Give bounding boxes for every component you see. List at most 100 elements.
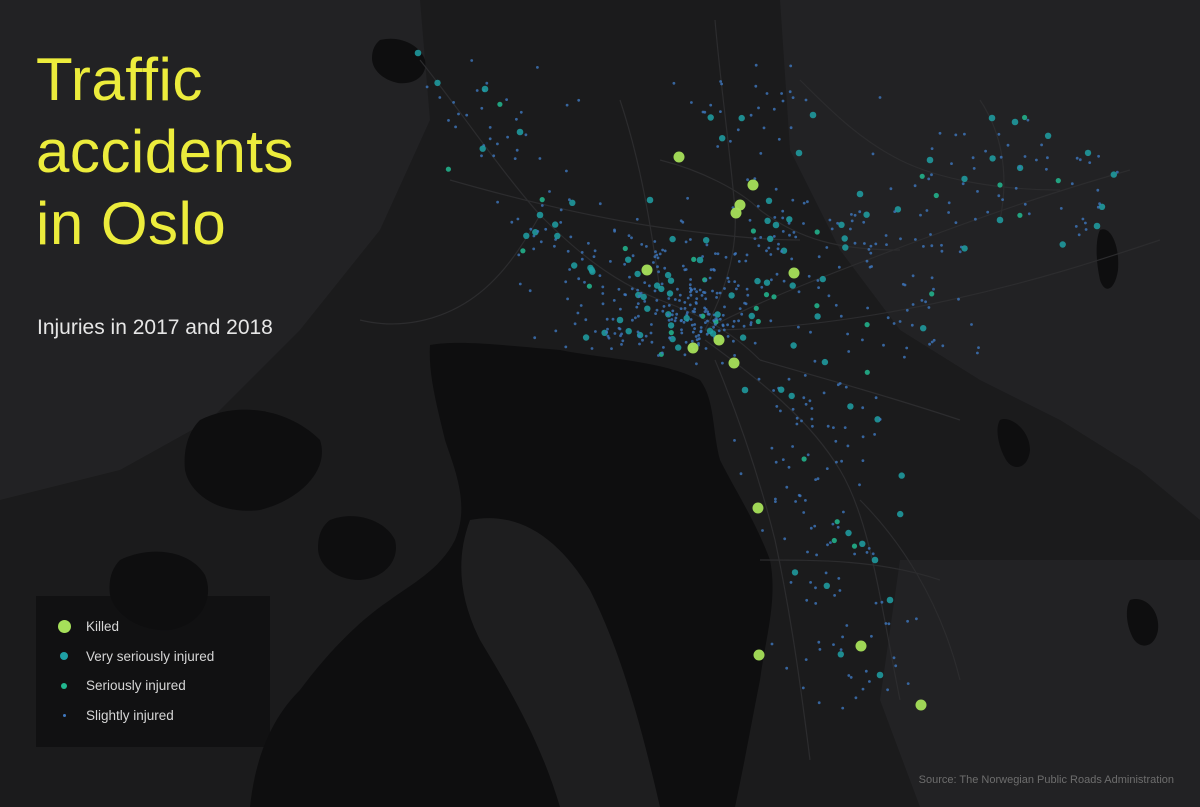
accident-slight-129 [635, 305, 639, 309]
accident-slight-342 [802, 201, 806, 205]
accident-slight-479 [772, 389, 775, 392]
accident-very-serious-496 [823, 582, 830, 589]
accident-slight-0 [689, 293, 693, 297]
accident-slight-119 [731, 325, 735, 328]
accident-slight-82 [703, 306, 706, 310]
accident-very-serious-81 [644, 305, 651, 312]
accident-slight-447 [810, 417, 814, 421]
legend-item-slight: Slightly injured [36, 701, 270, 731]
accident-slight-350 [865, 259, 869, 263]
accident-slight-255 [777, 242, 780, 246]
accident-slight-467 [791, 407, 795, 411]
accident-slight-131 [667, 304, 671, 307]
accident-slight-510 [837, 577, 841, 580]
accident-very-serious-197 [664, 271, 672, 279]
accident-slight-158 [643, 281, 647, 284]
accident-slight-656 [932, 338, 936, 342]
accident-slight-478 [878, 418, 882, 421]
accident-slight-259 [782, 279, 786, 283]
accident-slight-581 [425, 85, 429, 89]
accident-slight-407 [1018, 165, 1022, 169]
accident-points [414, 49, 1119, 711]
accident-very-serious-685 [814, 313, 821, 320]
accident-slight-83 [769, 319, 773, 323]
accident-slight-576 [536, 66, 539, 69]
accident-slight-6 [695, 290, 698, 293]
accident-slight-65 [732, 319, 736, 323]
accident-slight-472 [834, 439, 838, 443]
accident-slight-546 [861, 687, 865, 691]
accident-slight-437 [804, 402, 808, 406]
accident-very-serious-122 [675, 344, 682, 351]
accident-slight-575 [505, 98, 508, 101]
accident-slight-336 [748, 218, 752, 222]
accident-slight-364 [853, 213, 857, 217]
accident-serious-574 [445, 166, 451, 172]
accident-slight-367 [940, 243, 943, 247]
accident-very-serious-233 [754, 277, 761, 285]
accident-slight-217 [623, 262, 626, 266]
accident-slight-561 [524, 133, 528, 137]
accident-slight-207 [654, 250, 657, 254]
accident-slight-280 [809, 330, 812, 334]
accident-slight-587 [457, 112, 460, 116]
accident-slight-413 [1075, 156, 1079, 160]
accident-very-serious-481 [791, 569, 799, 576]
legend-item-killed: Killed [36, 612, 270, 642]
accident-slight-455 [757, 377, 761, 381]
accident-slight-215 [716, 252, 720, 256]
accident-slight-44 [695, 302, 698, 305]
accident-slight-338 [927, 177, 931, 181]
accident-slight-121 [733, 280, 737, 283]
accident-slight-323 [540, 204, 544, 207]
accident-very-serious-major-19 [876, 671, 884, 679]
accident-slight-412 [997, 194, 1001, 198]
accident-serious-238 [755, 318, 761, 325]
accident-slight-224 [828, 218, 832, 222]
accident-very-serious-major-3 [809, 111, 817, 119]
accident-very-serious-76 [709, 330, 717, 337]
accident-slight-397 [984, 149, 987, 153]
accident-slight-422 [1006, 143, 1010, 147]
road-4 [704, 339, 901, 701]
accident-slight-459 [844, 385, 848, 389]
legend-symbol-very-serious [56, 652, 72, 661]
accident-slight-288 [817, 286, 820, 289]
accident-slight-230 [850, 219, 854, 223]
accident-slight-110 [662, 346, 665, 349]
accident-slight-126 [641, 338, 644, 342]
accident-slight-295 [564, 280, 568, 284]
accident-slight-287 [744, 259, 748, 263]
accident-slight-78 [721, 313, 725, 317]
accident-slight-402 [1023, 155, 1027, 158]
accident-slight-456 [832, 426, 835, 429]
accident-slight-57 [650, 340, 654, 344]
accident-slight-697 [1096, 205, 1100, 209]
accident-slight-401 [947, 211, 950, 214]
accident-slight-682 [930, 340, 934, 344]
accident-killed-3 [730, 207, 742, 219]
accident-slight-103 [698, 288, 702, 292]
accident-slight-290 [577, 277, 581, 281]
accident-slight-435 [846, 444, 850, 448]
accident-slight-321 [569, 235, 573, 239]
accident-slight-154 [689, 278, 692, 281]
accident-slight-80 [735, 287, 738, 291]
accident-slight-208 [637, 294, 641, 298]
road-11 [619, 99, 661, 291]
accident-slight-41 [697, 333, 701, 337]
accident-slight-263 [681, 264, 685, 268]
accident-slight-605 [736, 128, 740, 132]
accident-slight-540 [841, 635, 844, 639]
accident-slight-549 [868, 680, 871, 683]
accident-slight-34 [668, 336, 672, 340]
accident-slight-628 [610, 347, 613, 350]
accident-slight-471 [825, 467, 829, 470]
accident-slight-578 [565, 169, 568, 173]
accident-slight-647 [637, 334, 641, 338]
accident-slight-658 [970, 323, 973, 326]
accident-slight-583 [475, 89, 479, 92]
accident-slight-174 [628, 275, 631, 279]
accident-slight-403 [1035, 158, 1038, 162]
